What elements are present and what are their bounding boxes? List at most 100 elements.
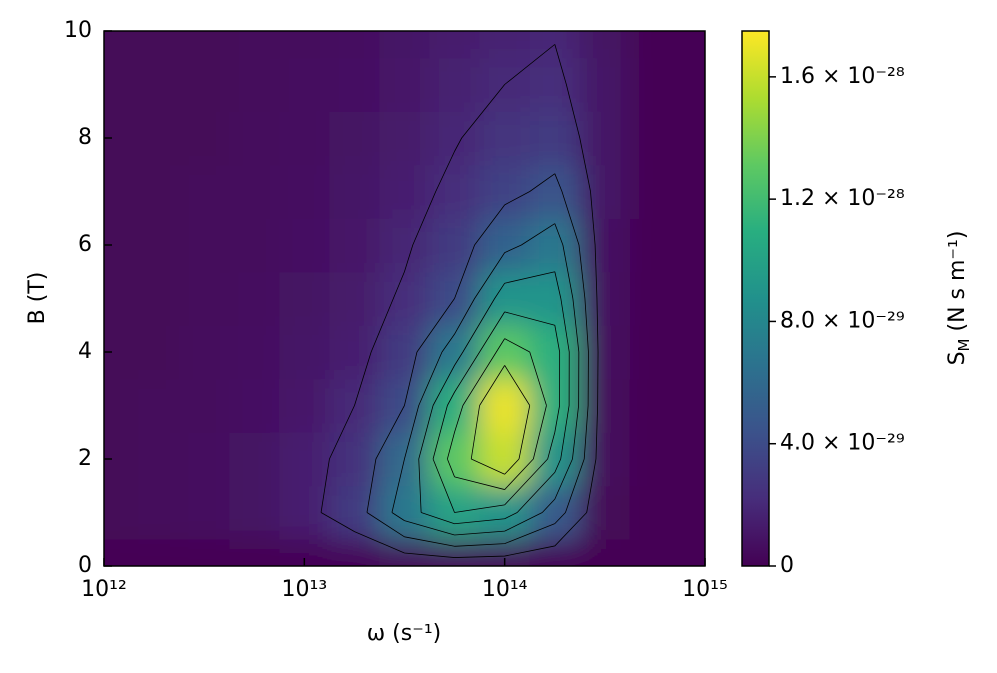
heatmap-cell [129, 31, 180, 59]
heatmap-cell [479, 485, 531, 540]
heatmap-cell [229, 271, 280, 326]
heatmap-cell [679, 218, 705, 273]
contour-line [470, 365, 531, 475]
heatmap-cell [579, 31, 631, 59]
heatmap-cell [104, 485, 130, 540]
heatmap-cell [379, 111, 430, 166]
y-axis-label: B (T) [25, 272, 50, 325]
colorbar-tick-label: 1.2 × 10⁻²⁸ [780, 186, 905, 211]
colorbar-tick-label: 1.6 × 10⁻²⁸ [780, 64, 905, 89]
heatmap-cell [229, 57, 280, 112]
heatmap-cell [229, 31, 280, 59]
heatmap-cell [579, 111, 631, 166]
heatmap-cell [129, 57, 180, 112]
heatmap-cell [279, 325, 330, 380]
heatmap-cell [679, 164, 705, 219]
heatmap-cell [279, 31, 330, 59]
heatmap-cell [329, 111, 380, 166]
heatmap-cell [479, 325, 531, 380]
heatmap-cell [179, 218, 230, 273]
heatmap-cell [679, 271, 705, 326]
colorbar-tick-label: 8.0 × 10⁻²⁹ [780, 308, 905, 333]
x-tick-label: 10¹⁵ [682, 577, 728, 602]
heatmap-cell [279, 218, 330, 273]
heatmap-cell [129, 539, 180, 566]
heatmap-cell [629, 485, 681, 540]
heatmap-cell [429, 31, 481, 59]
heatmap-cell [529, 164, 581, 219]
y-tick-label: 0 [78, 553, 92, 578]
contour-line [366, 173, 589, 547]
x-tick-label: 10¹² [81, 577, 127, 602]
heatmap-cell [229, 164, 280, 219]
heatmap-cell [379, 271, 430, 326]
heatmap-cell [429, 539, 481, 566]
heatmap-cell [529, 111, 581, 166]
heatmap-cell [629, 325, 681, 380]
heatmap-cell [479, 111, 531, 166]
heatmap-cell [529, 218, 581, 273]
heatmap-cell [129, 378, 180, 433]
heatmap-cell [429, 57, 481, 112]
y-tick-label: 2 [78, 446, 92, 471]
heatmap-cell [479, 378, 531, 433]
heatmap-cell [179, 31, 230, 59]
heatmap-cell [579, 271, 631, 326]
heatmap-cell [679, 378, 705, 433]
heatmap-cell [279, 485, 330, 540]
heatmap-cell [379, 325, 430, 380]
heatmap-cell [629, 271, 681, 326]
heatmap-cell [279, 432, 330, 487]
heatmap-cell [479, 31, 531, 59]
heatmap-cell [679, 485, 705, 540]
heatmap-cell [104, 539, 130, 566]
heatmap-cell [179, 111, 230, 166]
heatmap-cell [379, 164, 430, 219]
heatmap-cell [279, 111, 330, 166]
heatmap-cell [229, 111, 280, 166]
colorbar-label-symbol: S [945, 351, 970, 365]
heatmap-cell [429, 111, 481, 166]
heatmap-cell [179, 164, 230, 219]
heatmap-cell [579, 539, 631, 566]
heatmap-cell [479, 432, 531, 487]
heatmap-cell [129, 164, 180, 219]
heatmap-cell [429, 218, 481, 273]
heatmap-cell [229, 325, 280, 380]
heatmap-cell [379, 218, 430, 273]
colorbar-tick-label: 4.0 × 10⁻²⁹ [780, 431, 905, 456]
heatmap-cell [104, 271, 130, 326]
heatmap-cell [579, 378, 631, 433]
heatmap-cell [629, 31, 681, 59]
heatmap-cell [329, 539, 380, 566]
heatmap-cell [379, 31, 430, 59]
heatmap-cell [429, 164, 481, 219]
heatmap-cell [529, 271, 581, 326]
heatmap-cell [179, 57, 230, 112]
heatmap-cell [179, 271, 230, 326]
heatmap-cell [529, 31, 581, 59]
heatmap-cell [329, 218, 380, 273]
colorbar-label-unit: (N s m⁻¹) [945, 231, 970, 339]
heatmap-cell [529, 432, 581, 487]
heatmap-cell [179, 432, 230, 487]
heatmap-cell [279, 57, 330, 112]
x-axis-label: ω (s⁻¹) [367, 621, 441, 646]
heatmap-cell [479, 164, 531, 219]
heatmap-cell [229, 218, 280, 273]
y-tick-label: 4 [78, 339, 92, 364]
heatmap-cell [329, 164, 380, 219]
heatmap-cells [104, 31, 705, 566]
heatmap [104, 31, 705, 566]
heatmap-cell [229, 378, 280, 433]
heatmap-cell [179, 539, 230, 566]
plot-frame [103, 30, 706, 567]
heatmap-cell [629, 539, 681, 566]
x-tick-label: 10¹³ [282, 577, 328, 602]
heatmap-cell [179, 325, 230, 380]
heatmap-cell [529, 325, 581, 380]
heatmap-cell [579, 218, 631, 273]
contour-line [320, 44, 599, 558]
heatmap-cell [679, 57, 705, 112]
heatmap-cell [129, 325, 180, 380]
